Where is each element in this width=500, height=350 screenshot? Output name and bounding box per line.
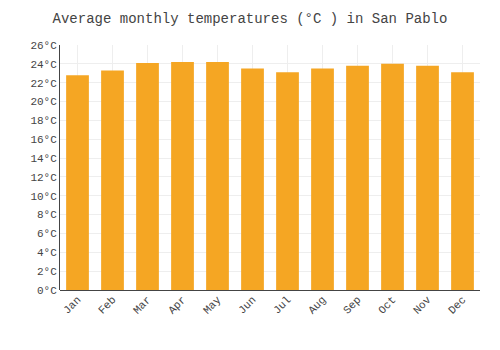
svg-text:12°C: 12°C — [30, 172, 57, 184]
svg-text:Feb: Feb — [96, 294, 118, 316]
svg-text:Mar: Mar — [131, 294, 153, 316]
svg-text:Oct: Oct — [376, 294, 398, 316]
svg-text:20°C: 20°C — [30, 96, 57, 108]
svg-text:16°C: 16°C — [30, 134, 57, 146]
svg-text:May: May — [201, 294, 224, 317]
svg-text:0°C: 0°C — [37, 285, 57, 297]
svg-text:Jul: Jul — [271, 294, 293, 316]
svg-text:14°C: 14°C — [30, 153, 57, 165]
svg-text:6°C: 6°C — [37, 228, 57, 240]
svg-text:Dec: Dec — [446, 294, 468, 316]
svg-text:Apr: Apr — [166, 294, 188, 316]
svg-text:Nov: Nov — [411, 294, 434, 317]
svg-text:8°C: 8°C — [37, 209, 57, 221]
svg-text:4°C: 4°C — [37, 247, 57, 259]
svg-text:Average monthly temperatures (: Average monthly temperatures (°C ) in Sa… — [53, 11, 448, 27]
svg-text:18°C: 18°C — [30, 115, 57, 127]
svg-text:Sep: Sep — [341, 294, 363, 316]
svg-text:Jan: Jan — [61, 294, 83, 316]
svg-text:Aug: Aug — [306, 294, 328, 316]
svg-text:10°C: 10°C — [30, 191, 57, 203]
svg-text:2°C: 2°C — [37, 266, 57, 278]
svg-text:Jun: Jun — [236, 294, 258, 316]
svg-text:22°C: 22°C — [30, 78, 57, 90]
svg-text:24°C: 24°C — [30, 59, 57, 71]
svg-text:26°C: 26°C — [30, 40, 57, 52]
